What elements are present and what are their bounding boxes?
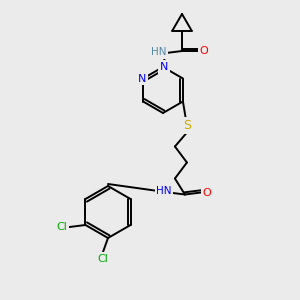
Text: N: N xyxy=(138,74,146,83)
Text: Cl: Cl xyxy=(98,254,108,264)
Text: N: N xyxy=(160,62,168,72)
Text: HN: HN xyxy=(156,185,172,196)
Text: S: S xyxy=(183,119,191,132)
Text: O: O xyxy=(202,188,211,197)
Text: O: O xyxy=(200,46,208,56)
Text: HN: HN xyxy=(151,47,167,57)
Text: Cl: Cl xyxy=(56,222,67,232)
